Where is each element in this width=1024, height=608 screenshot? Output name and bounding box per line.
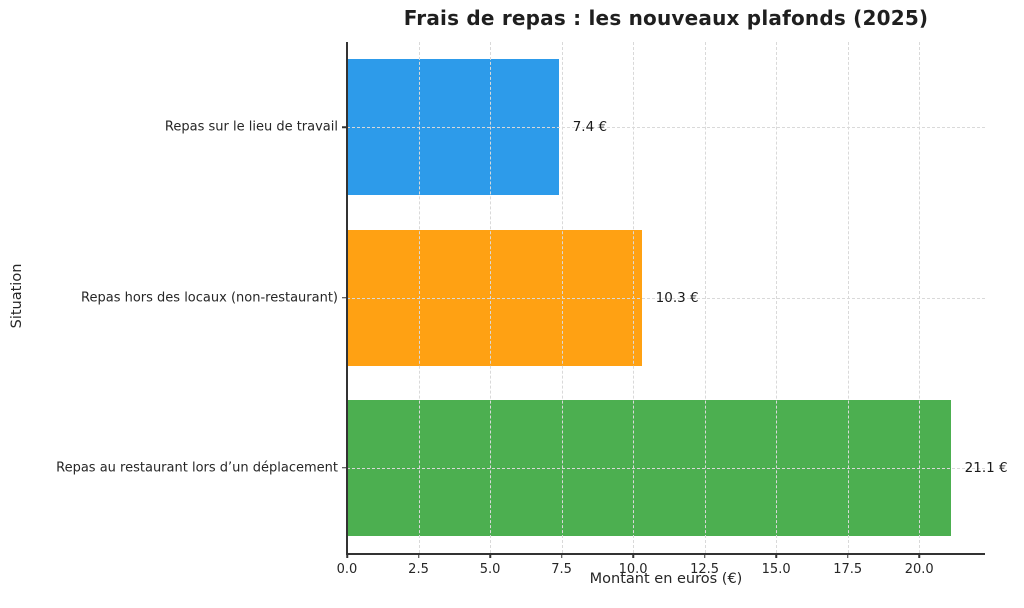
x-axis-spine xyxy=(346,553,985,555)
v-gridline xyxy=(847,42,849,553)
h-gridline xyxy=(347,297,985,299)
bar-value-label: 10.3 € xyxy=(655,289,699,306)
x-tick-mark xyxy=(560,553,563,558)
x-tick-mark xyxy=(489,553,491,558)
v-gridline xyxy=(633,42,635,553)
h-gridline xyxy=(347,467,985,469)
x-tick-label: 5.0 xyxy=(479,562,501,577)
x-tick-mark xyxy=(632,553,634,558)
x-tick-label: 17.5 xyxy=(833,562,863,577)
category-label: Repas sur le lieu de travail xyxy=(164,119,338,135)
x-tick-label: 15.0 xyxy=(761,562,791,577)
category-label: Repas au restaurant lors d’un déplacemen… xyxy=(56,460,338,476)
h-gridline xyxy=(347,127,985,129)
x-tick-label: 0.0 xyxy=(336,562,358,577)
chart-title: Frais de repas : les nouveaux plafonds (… xyxy=(403,6,929,30)
v-gridline xyxy=(776,42,778,553)
v-gridline xyxy=(919,42,921,553)
x-tick-label: 12.5 xyxy=(690,562,720,577)
x-tick-label: 20.0 xyxy=(904,562,934,577)
v-gridline xyxy=(347,42,348,553)
v-gridline xyxy=(561,42,563,553)
x-tick-mark xyxy=(918,553,920,558)
x-tick-mark xyxy=(846,553,849,558)
x-tick-label: 10.0 xyxy=(618,562,648,577)
y-tick-mark xyxy=(342,126,347,128)
x-tick-label: 7.5 xyxy=(551,562,572,577)
x-tick-label: 2.5 xyxy=(408,562,429,577)
bar-value-label: 7.4 € xyxy=(572,119,608,136)
y-tick-mark xyxy=(342,296,347,299)
y-tick-mark xyxy=(342,467,347,469)
x-axis-title: Montant en euros (€) xyxy=(589,571,743,587)
plot-area: Repas sur le lieu de travail 7.4 € Repas h… xyxy=(56,42,1008,577)
x-tick-mark xyxy=(417,553,420,558)
bar-value-label: 21.1 € xyxy=(964,459,1008,476)
x-tick-mark xyxy=(775,553,777,558)
category-label: Repas hors des locaux (non-restaurant) xyxy=(81,290,338,305)
x-tick-mark xyxy=(346,553,348,558)
v-gridline xyxy=(704,42,706,553)
y-axis-title: Situation xyxy=(9,263,25,329)
v-gridline xyxy=(490,42,492,553)
x-tick-mark xyxy=(703,553,706,558)
v-gridline xyxy=(418,42,420,553)
